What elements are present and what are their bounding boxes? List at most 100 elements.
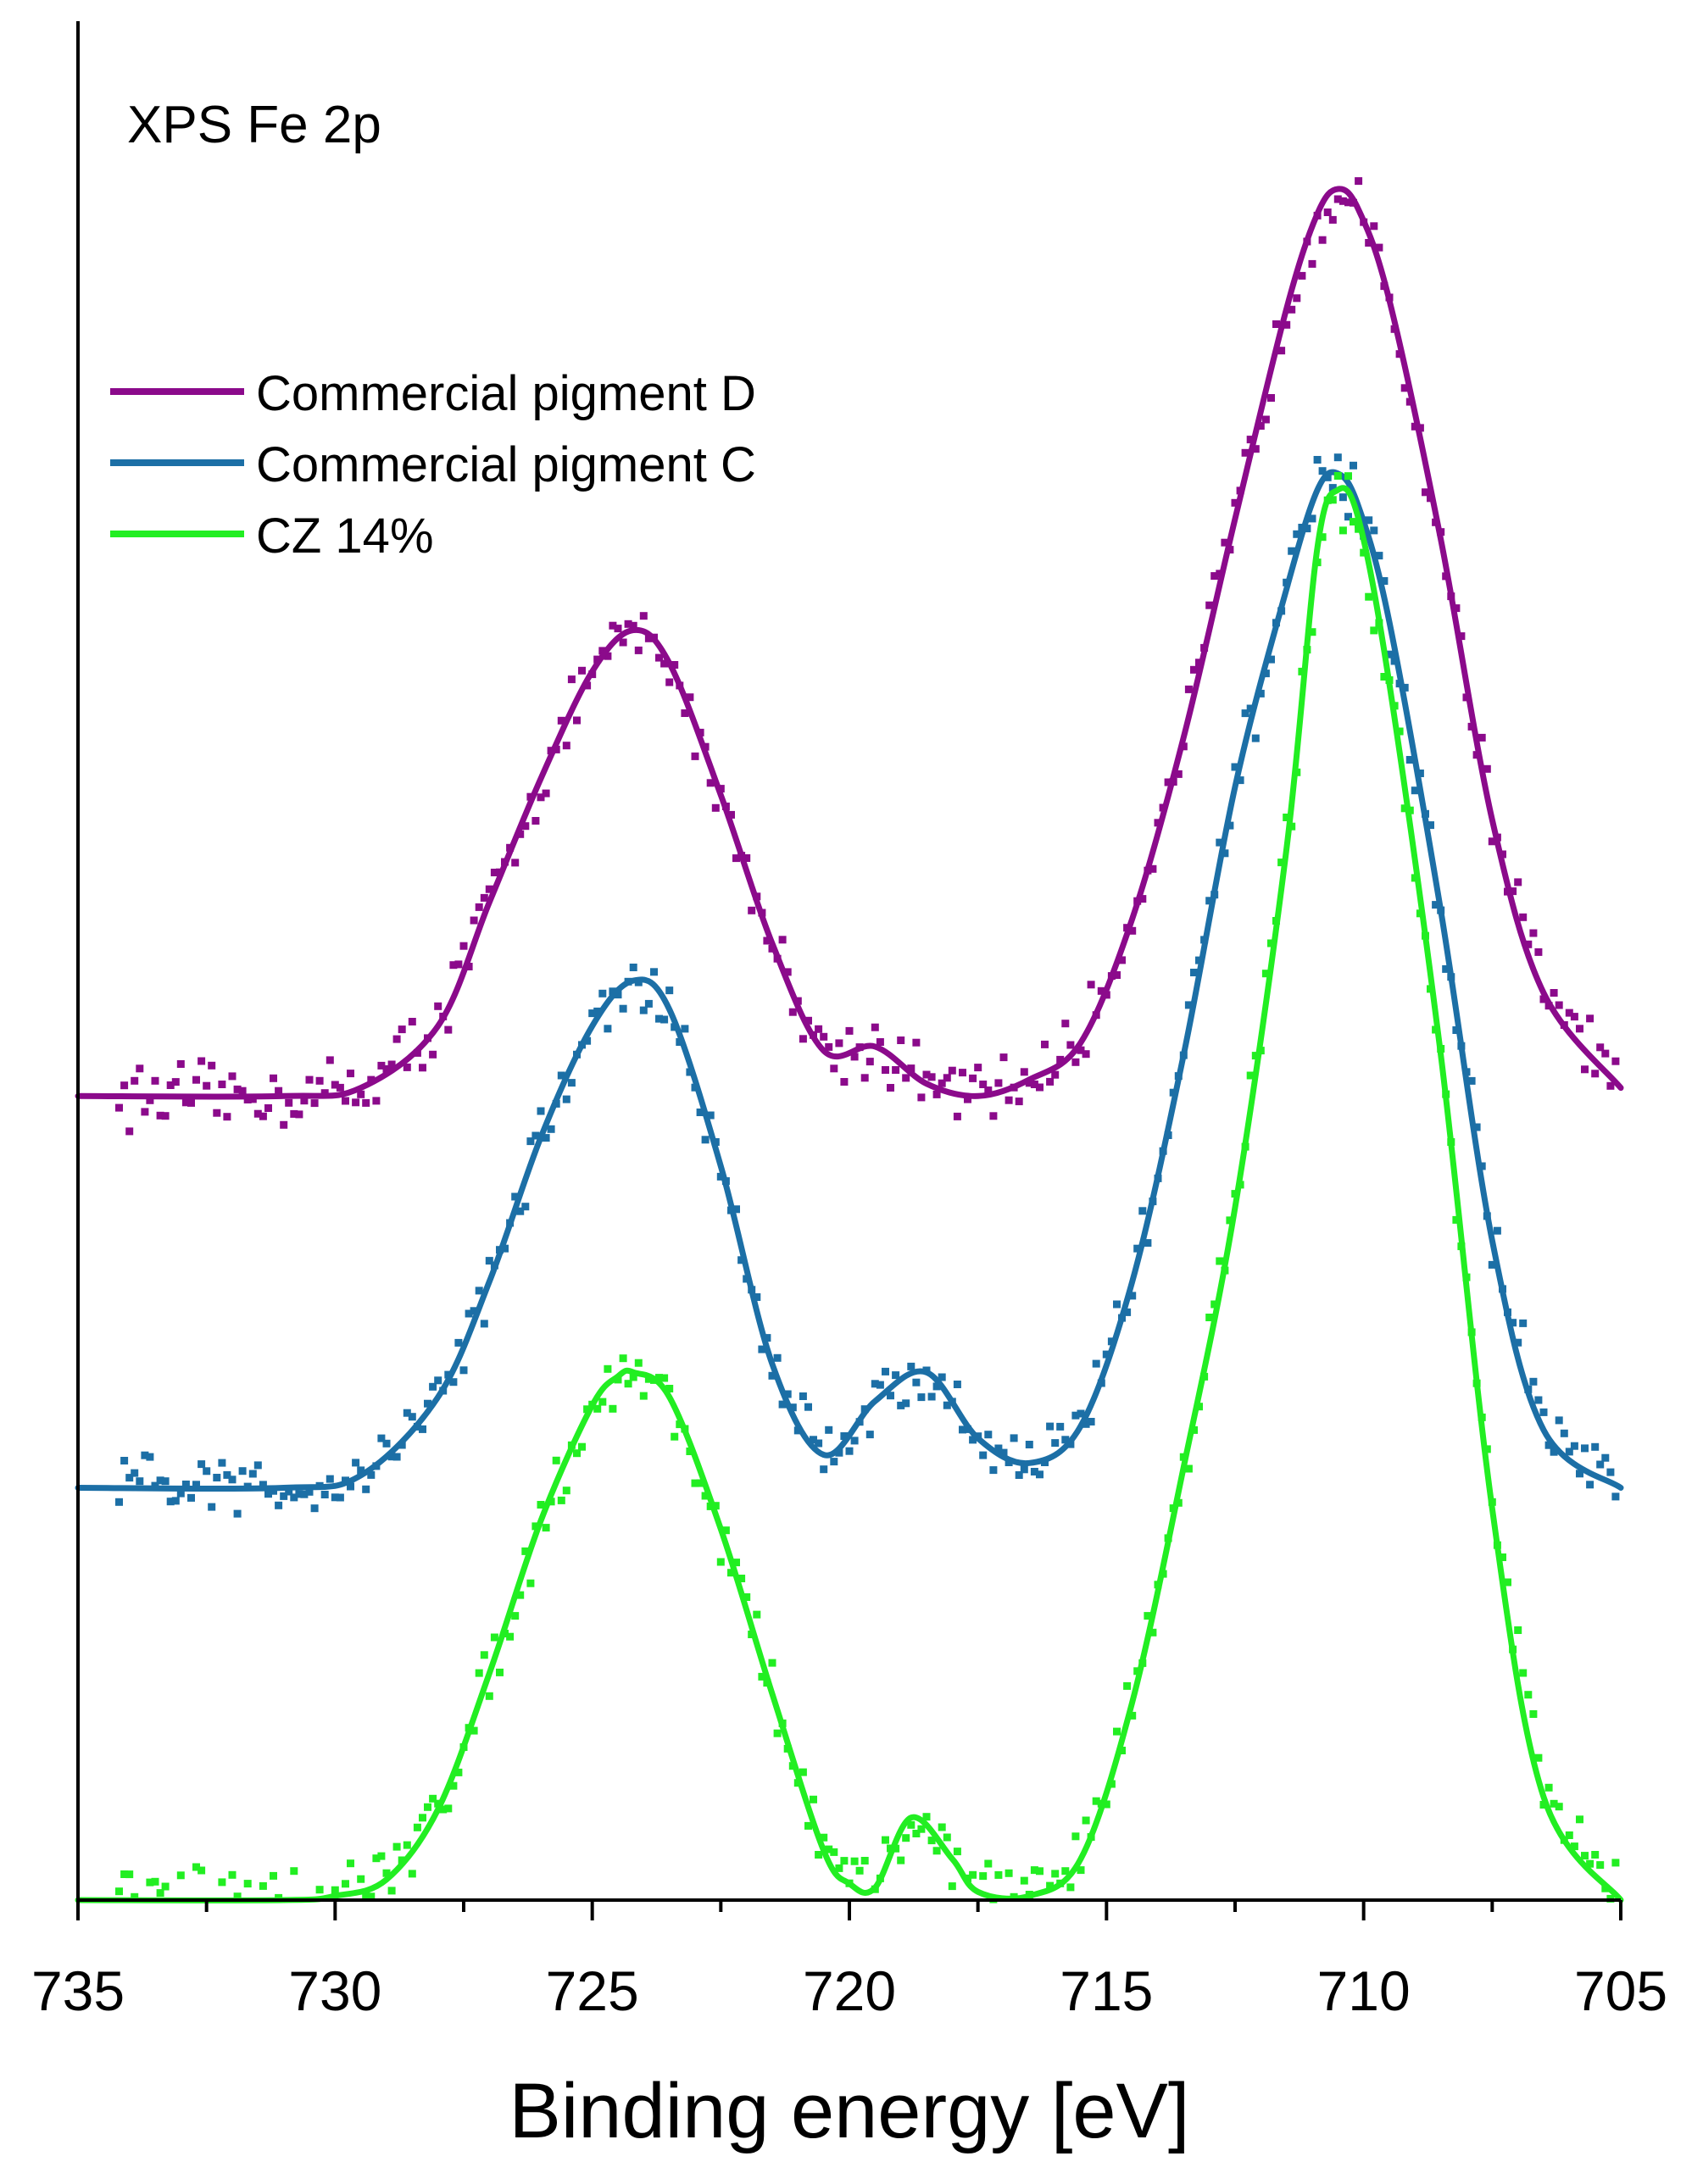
data-point (1272, 320, 1280, 328)
data-point (835, 1448, 843, 1457)
data-point (593, 1404, 602, 1413)
data-point (994, 1870, 1003, 1879)
data-point (1534, 948, 1543, 956)
data-point (598, 1398, 607, 1406)
data-point (1138, 895, 1147, 903)
data-point (392, 1035, 401, 1043)
data-point (1210, 572, 1219, 581)
data-point (748, 906, 756, 914)
data-point (352, 1459, 360, 1467)
data-point (732, 1559, 740, 1567)
data-point (953, 1112, 961, 1120)
data-point (989, 1466, 998, 1475)
data-point (1051, 1439, 1060, 1448)
data-point (927, 1073, 936, 1081)
data-point (1190, 969, 1198, 976)
data-point (989, 1112, 998, 1120)
data-point (1499, 1553, 1506, 1561)
data-point (778, 1400, 787, 1409)
data-point (526, 1137, 535, 1146)
data-point (1565, 1831, 1573, 1839)
data-point (1601, 1049, 1610, 1058)
data-point (372, 1097, 381, 1105)
data-point (424, 1803, 431, 1811)
data-point (1190, 665, 1198, 674)
data-point (223, 1470, 231, 1479)
data-point (1328, 496, 1337, 504)
data-point (882, 1367, 889, 1375)
data-point (259, 1112, 267, 1120)
data-point (1236, 776, 1244, 785)
data-point (959, 1425, 966, 1434)
data-point (1539, 1408, 1548, 1416)
data-point (125, 1870, 134, 1879)
data-point (403, 1841, 411, 1849)
data-point (1355, 177, 1363, 186)
data-point (907, 1362, 916, 1370)
data-point (1144, 1239, 1152, 1248)
data-point (470, 1307, 478, 1315)
data-point (1046, 1422, 1055, 1431)
data-point (815, 1851, 823, 1859)
data-point (969, 1436, 977, 1444)
data-point (660, 1374, 669, 1382)
data-point (270, 1871, 277, 1880)
data-point (377, 1061, 386, 1070)
data-point (1323, 208, 1332, 216)
data-point (347, 1859, 354, 1868)
data-point (1308, 259, 1316, 268)
data-point (1581, 1444, 1589, 1453)
data-point (1488, 837, 1496, 846)
data-point (1344, 198, 1352, 207)
data-point (1333, 472, 1342, 480)
data-point (357, 1466, 365, 1475)
data-point (1061, 1020, 1070, 1028)
data-point (228, 1072, 237, 1081)
data-point (825, 1845, 833, 1853)
data-point (367, 1470, 376, 1479)
data-point (1251, 734, 1260, 742)
data-point (969, 1870, 977, 1879)
data-point (146, 1453, 154, 1461)
data-point (783, 968, 792, 976)
data-point (1277, 859, 1286, 867)
data-point (1293, 530, 1301, 538)
data-point (1422, 488, 1429, 497)
data-point (1251, 445, 1260, 453)
data-point (1534, 1396, 1543, 1404)
data-point (362, 1485, 370, 1493)
data-point (892, 1371, 900, 1380)
data-point (454, 1768, 463, 1776)
data-point (655, 653, 663, 662)
data-point (1344, 472, 1352, 481)
data-point (1591, 1851, 1600, 1859)
data-point (557, 716, 565, 725)
data-point (660, 1015, 669, 1024)
data-point (342, 1880, 349, 1888)
data-point (758, 1672, 766, 1681)
data-point (1149, 864, 1157, 873)
data-point (743, 1593, 751, 1601)
data-point (1586, 1014, 1594, 1023)
data-point (1267, 655, 1275, 664)
data-point (1308, 514, 1316, 523)
data-point (531, 817, 540, 825)
data-point (876, 1381, 884, 1389)
x-axis-label: Binding energy [eV] (509, 2068, 1190, 2154)
data-point (1082, 1050, 1090, 1059)
data-point (1288, 305, 1296, 314)
data-point (125, 1474, 134, 1482)
data-point (115, 1103, 123, 1112)
data-point (120, 1870, 129, 1878)
data-point (984, 1431, 993, 1439)
data-point (357, 1090, 365, 1098)
data-point (753, 1610, 761, 1619)
data-point (1030, 1468, 1038, 1475)
data-point (624, 620, 632, 628)
data-point (1504, 1578, 1511, 1587)
data-point (619, 638, 627, 647)
x-tick-label: 735 (31, 1959, 125, 2022)
data-point (999, 1448, 1008, 1457)
data-point (295, 1490, 303, 1498)
data-point (233, 1509, 242, 1518)
